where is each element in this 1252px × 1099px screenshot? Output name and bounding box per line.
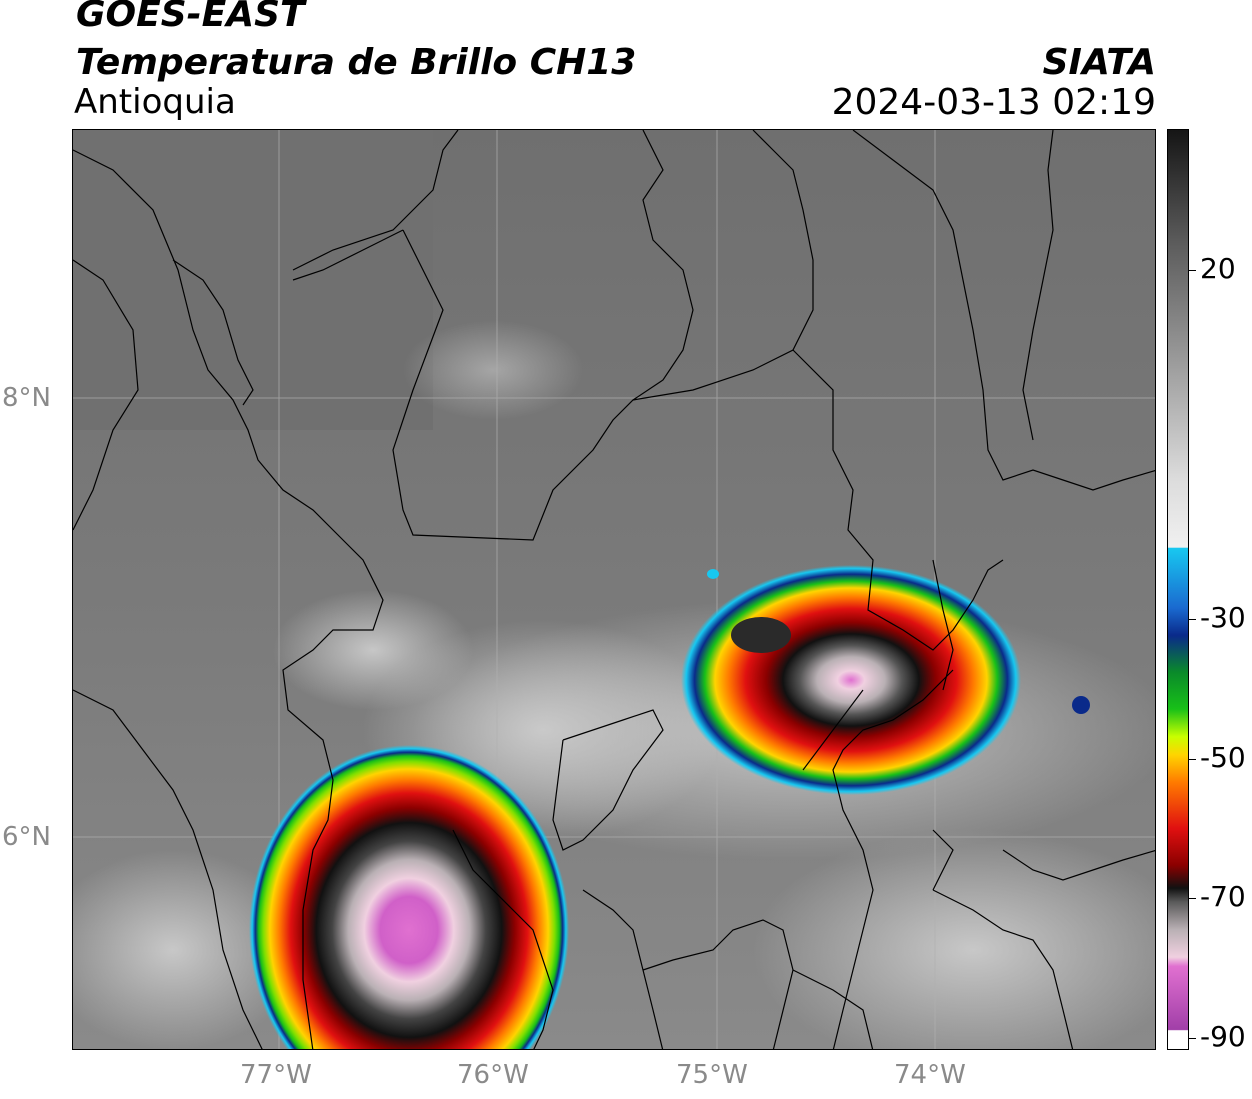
storm-cell-small <box>1072 696 1090 714</box>
colorbar-gradient <box>1168 130 1188 1049</box>
cloud-field <box>753 830 1155 1049</box>
colorbar <box>1167 129 1189 1050</box>
colorbar-tick <box>1188 270 1196 271</box>
datetime-label: 2024-03-13 02:19 <box>831 82 1156 123</box>
colorbar-label-minus90: -90 <box>1200 1020 1246 1053</box>
lat-label-6n: 6°N <box>2 822 51 852</box>
brightness-temperature-map <box>72 129 1156 1050</box>
colorbar-tick <box>1188 898 1196 899</box>
cloud-field <box>273 590 473 710</box>
cloud-field <box>403 320 583 420</box>
boundaries <box>73 130 1155 1049</box>
storm-cell-southwest <box>249 745 569 1049</box>
lon-label-75w: 75°W <box>676 1060 748 1090</box>
storm-cell-east <box>681 565 1021 795</box>
colorbar-label-minus50: -50 <box>1200 741 1246 774</box>
region-label: Antioquia <box>74 82 236 122</box>
agency-label: SIATA <box>1042 42 1156 83</box>
storm-core-east-west <box>731 617 791 653</box>
sea-region <box>73 130 433 430</box>
lon-label-74w: 74°W <box>894 1060 966 1090</box>
colorbar-label-20: 20 <box>1200 252 1236 285</box>
storm-cell-small <box>707 569 719 579</box>
colorbar-tick <box>1188 759 1196 760</box>
lon-label-76w: 76°W <box>457 1060 529 1090</box>
lat-label-8n: 8°N <box>2 383 51 413</box>
colorbar-tick <box>1188 619 1196 620</box>
cloud-field <box>73 850 303 1049</box>
product-title: Temperatura de Brillo CH13 <box>76 42 637 83</box>
satellite-title: GOES-EAST <box>76 0 305 35</box>
colorbar-label-minus30: -30 <box>1200 601 1246 634</box>
colorbar-tick <box>1188 1038 1196 1039</box>
lon-label-77w: 77°W <box>240 1060 312 1090</box>
colorbar-label-minus70: -70 <box>1200 880 1246 913</box>
